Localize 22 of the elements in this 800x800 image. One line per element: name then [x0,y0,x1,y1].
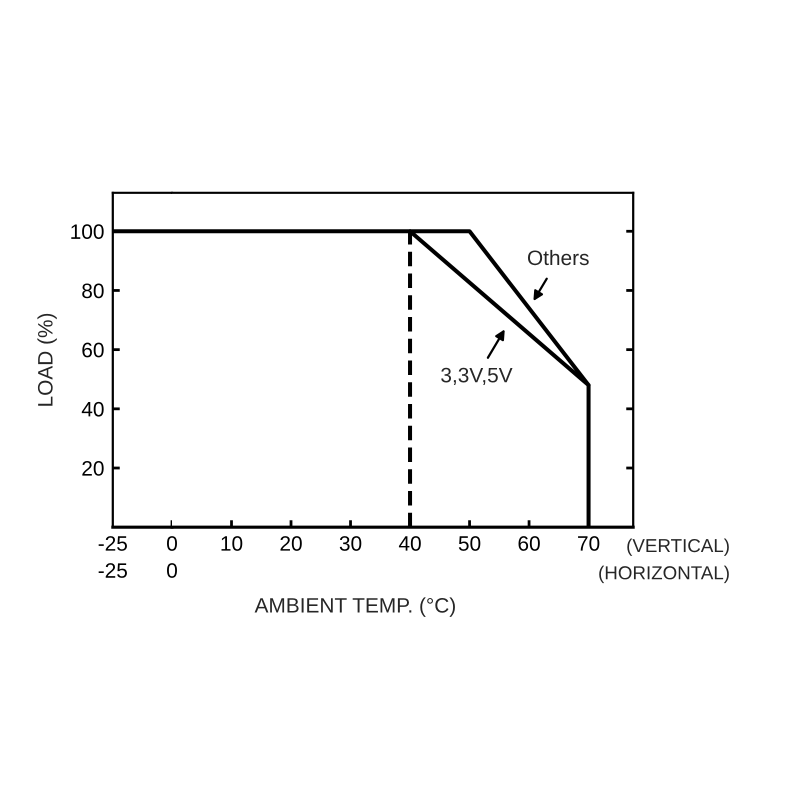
y-tick-label: 80 [82,283,104,298]
annotation: Others [528,250,589,266]
y-tick-label: 40 [82,402,104,417]
x-tick-label: 20 [280,536,302,551]
x-tick-label: -25 [98,536,127,551]
y-axis-title: LOAD (%) [37,314,57,406]
y-tick-label: 20 [82,461,104,476]
x-tick-label: 60 [518,536,540,551]
text: (HORIZONTAL) [599,566,729,584]
y-tick-label: 100 [71,224,104,240]
y-tick-label: 60 [82,342,104,358]
x2-tick-label: -25 [98,563,127,578]
x-axis-title: AMBIENT TEMP. (°C) [254,597,455,617]
x2-tick-label: 0 [167,563,177,578]
x-tick-label: 10 [222,536,242,551]
x-tick-label: 70 [578,536,600,551]
x-tick-label: 40 [398,536,421,551]
x-tick-label: 30 [340,536,362,551]
text: (VERTICAL) [627,538,729,556]
x-tick-label: 0 [167,536,177,551]
x-tick-label: 50 [458,536,480,551]
annotation: 3,3V,5V [441,368,513,385]
